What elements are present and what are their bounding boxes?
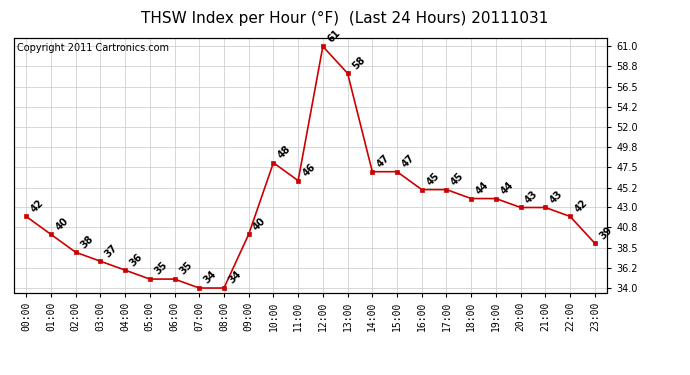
Text: 42: 42	[29, 198, 46, 214]
Text: 35: 35	[152, 260, 169, 277]
Text: 40: 40	[54, 216, 70, 232]
Text: 44: 44	[474, 180, 491, 196]
Text: Copyright 2011 Cartronics.com: Copyright 2011 Cartronics.com	[17, 43, 169, 52]
Text: 47: 47	[400, 153, 417, 170]
Text: 34: 34	[202, 269, 219, 286]
Text: 36: 36	[128, 251, 144, 268]
Text: 47: 47	[375, 153, 392, 170]
Text: 37: 37	[103, 242, 120, 259]
Text: 48: 48	[276, 144, 293, 160]
Text: 46: 46	[301, 162, 317, 178]
Text: 38: 38	[79, 233, 95, 250]
Text: 45: 45	[449, 171, 466, 188]
Text: 40: 40	[251, 216, 268, 232]
Text: THSW Index per Hour (°F)  (Last 24 Hours) 20111031: THSW Index per Hour (°F) (Last 24 Hours)…	[141, 11, 549, 26]
Text: 61: 61	[326, 28, 342, 44]
Text: 43: 43	[524, 189, 540, 206]
Text: 39: 39	[598, 225, 614, 241]
Text: 34: 34	[227, 269, 244, 286]
Text: 58: 58	[351, 54, 367, 71]
Text: 42: 42	[573, 198, 589, 214]
Text: 35: 35	[177, 260, 194, 277]
Text: 44: 44	[499, 180, 515, 196]
Text: 45: 45	[424, 171, 441, 188]
Text: 43: 43	[548, 189, 565, 206]
